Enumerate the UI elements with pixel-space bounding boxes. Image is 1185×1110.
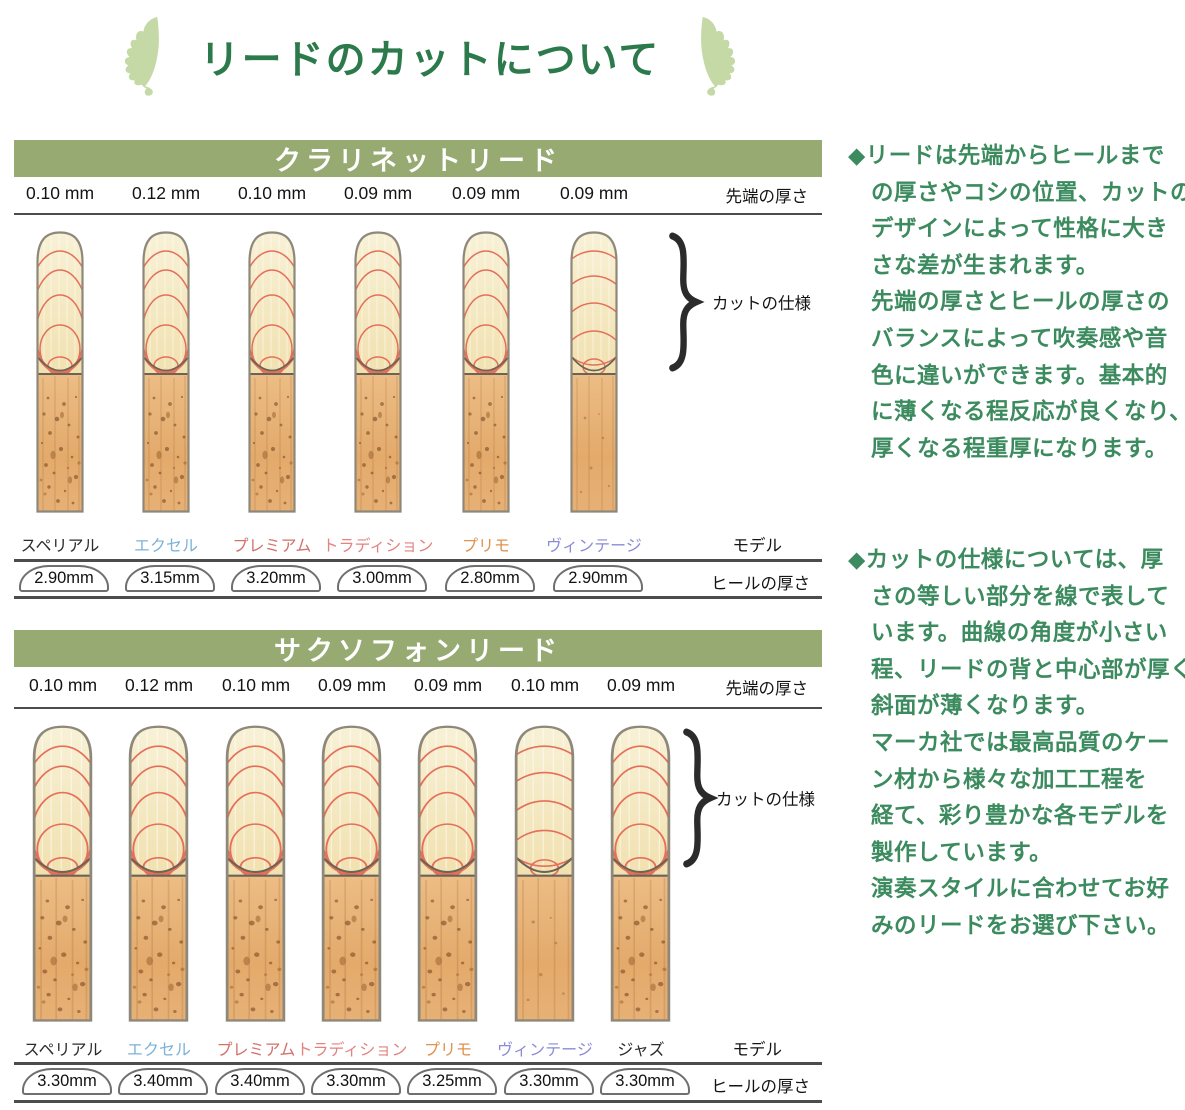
reed-image-premium <box>224 722 287 1022</box>
heel-thickness-badge: 3.40mm <box>118 1068 208 1095</box>
reed-image-superial <box>35 228 85 513</box>
divider <box>14 559 822 562</box>
heel-value: 3.25mm <box>422 1072 482 1090</box>
heel-thickness-label: ヒールの厚さ <box>711 575 810 593</box>
sax-tip-thickness: 0.10 mm <box>221 675 291 695</box>
note-paragraph-cut-spec: ◆カットの仕様については、厚 さの等しい部分を線で表して います。曲線の角度が小… <box>848 547 1185 938</box>
sax-tip-thickness: 0.12 mm <box>124 675 194 695</box>
heel-thickness-badge: 3.30mm <box>22 1068 112 1095</box>
model-name: スペリアル <box>23 1042 103 1059</box>
heel-thickness-badge: 3.15mm <box>125 565 215 592</box>
cut-spec-label: カットの仕様 <box>712 295 811 313</box>
heel-value: 3.30mm <box>519 1072 579 1090</box>
clarinet-tip-thickness: 0.10 mm <box>237 183 307 203</box>
reed-image-tradition <box>320 722 383 1022</box>
clarinet-tip-thickness: 0.12 mm <box>131 183 201 203</box>
clarinet-section-header: クラリネットリード <box>14 140 822 177</box>
curly-brace-icon <box>680 728 720 868</box>
heel-value: 3.40mm <box>133 1072 193 1090</box>
reed-image-vintage <box>513 722 576 1022</box>
model-name: トラディション <box>296 1042 408 1059</box>
clarinet-tip-thickness: 0.10 mm <box>25 183 95 203</box>
heel-value: 3.30mm <box>37 1072 97 1090</box>
tip-thickness-label: 先端の厚さ <box>725 188 809 206</box>
cut-spec-label: カットの仕様 <box>716 791 815 809</box>
leaf-ornament-right-icon <box>701 17 736 96</box>
reed-image-jazz <box>609 722 672 1022</box>
model-name: エクセル <box>126 1042 191 1059</box>
heel-value: 2.90mm <box>34 569 94 587</box>
reed-image-primo <box>416 722 479 1022</box>
tip-thickness-label: 先端の厚さ <box>725 680 809 698</box>
page-header: リードのカットについて <box>0 12 860 100</box>
heel-thickness-badge: 3.30mm <box>504 1068 594 1095</box>
sax-tip-thickness: 0.10 mm <box>510 675 580 695</box>
model-name: スペリアル <box>20 538 100 555</box>
heel-thickness-badge: 3.25mm <box>407 1068 497 1095</box>
reed-image-superial <box>31 722 94 1022</box>
reed-image-vintage <box>569 228 619 513</box>
model-name: エクセル <box>133 538 198 555</box>
model-name: ジャズ <box>617 1042 665 1059</box>
reed-image-tradition <box>353 228 403 513</box>
heel-value: 3.30mm <box>615 1072 675 1090</box>
divider <box>14 213 822 215</box>
heel-thickness-badge: 3.30mm <box>600 1068 690 1095</box>
divider <box>14 1062 822 1065</box>
heel-value: 3.00mm <box>352 569 412 587</box>
divider <box>14 596 822 599</box>
heel-thickness-badge: 2.90mm <box>19 565 109 592</box>
heel-value: 2.80mm <box>460 569 520 587</box>
divider <box>14 707 822 709</box>
model-label: モデル <box>732 1041 783 1059</box>
model-label: モデル <box>732 537 783 555</box>
model-name: プレミアム <box>216 1042 296 1059</box>
heel-value: 3.15mm <box>140 569 200 587</box>
clarinet-tip-thickness: 0.09 mm <box>451 183 521 203</box>
model-name: ヴィンテージ <box>497 1042 593 1059</box>
heel-thickness-badge: 2.90mm <box>553 565 643 592</box>
heel-value: 3.30mm <box>326 1072 386 1090</box>
sax-tip-thickness: 0.09 mm <box>606 675 676 695</box>
saxophone-section-header: サクソフォンリード <box>14 630 822 667</box>
sax-tip-thickness: 0.09 mm <box>317 675 387 695</box>
model-name: トラディション <box>322 538 434 555</box>
sax-tip-thickness: 0.10 mm <box>28 675 98 695</box>
leaf-ornament-left-icon <box>124 17 159 96</box>
heel-value: 3.20mm <box>246 569 306 587</box>
sax-tip-thickness: 0.09 mm <box>413 675 483 695</box>
model-name: ヴィンテージ <box>546 538 642 555</box>
heel-value: 2.90mm <box>568 569 628 587</box>
model-name: プリモ <box>461 538 510 555</box>
heel-thickness-badge: 3.00mm <box>337 565 427 592</box>
heel-thickness-badge: 3.40mm <box>215 1068 305 1095</box>
heel-value: 3.40mm <box>230 1072 290 1090</box>
clarinet-tip-thickness: 0.09 mm <box>343 183 413 203</box>
heel-thickness-badge: 3.30mm <box>311 1068 401 1095</box>
curly-brace-icon <box>666 232 706 372</box>
heel-thickness-badge: 2.80mm <box>445 565 535 592</box>
reed-image-premium <box>247 228 297 513</box>
divider <box>14 1100 822 1103</box>
page-title: リードのカットについて <box>199 38 661 82</box>
model-name: プリモ <box>423 1042 472 1059</box>
saxophone-section: サクソフォンリード 0.10 mm 0.12 mm 0.10 mm 0.09 m… <box>14 630 822 1110</box>
note-paragraph-reed-thickness: ◆リードは先端からヒールまで の厚さやコシの位置、カットの デザインによって性格… <box>848 143 1185 461</box>
clarinet-tip-thickness: 0.09 mm <box>559 183 629 203</box>
model-name: プレミアム <box>232 538 312 555</box>
heel-thickness-badge: 3.20mm <box>231 565 321 592</box>
reed-image-excel <box>127 722 190 1022</box>
clarinet-section: クラリネットリード 0.10 mm 0.12 mm 0.10 mm 0.09 m… <box>14 140 822 602</box>
reed-image-excel <box>141 228 191 513</box>
reed-image-primo <box>461 228 511 513</box>
heel-thickness-label: ヒールの厚さ <box>711 1078 810 1096</box>
